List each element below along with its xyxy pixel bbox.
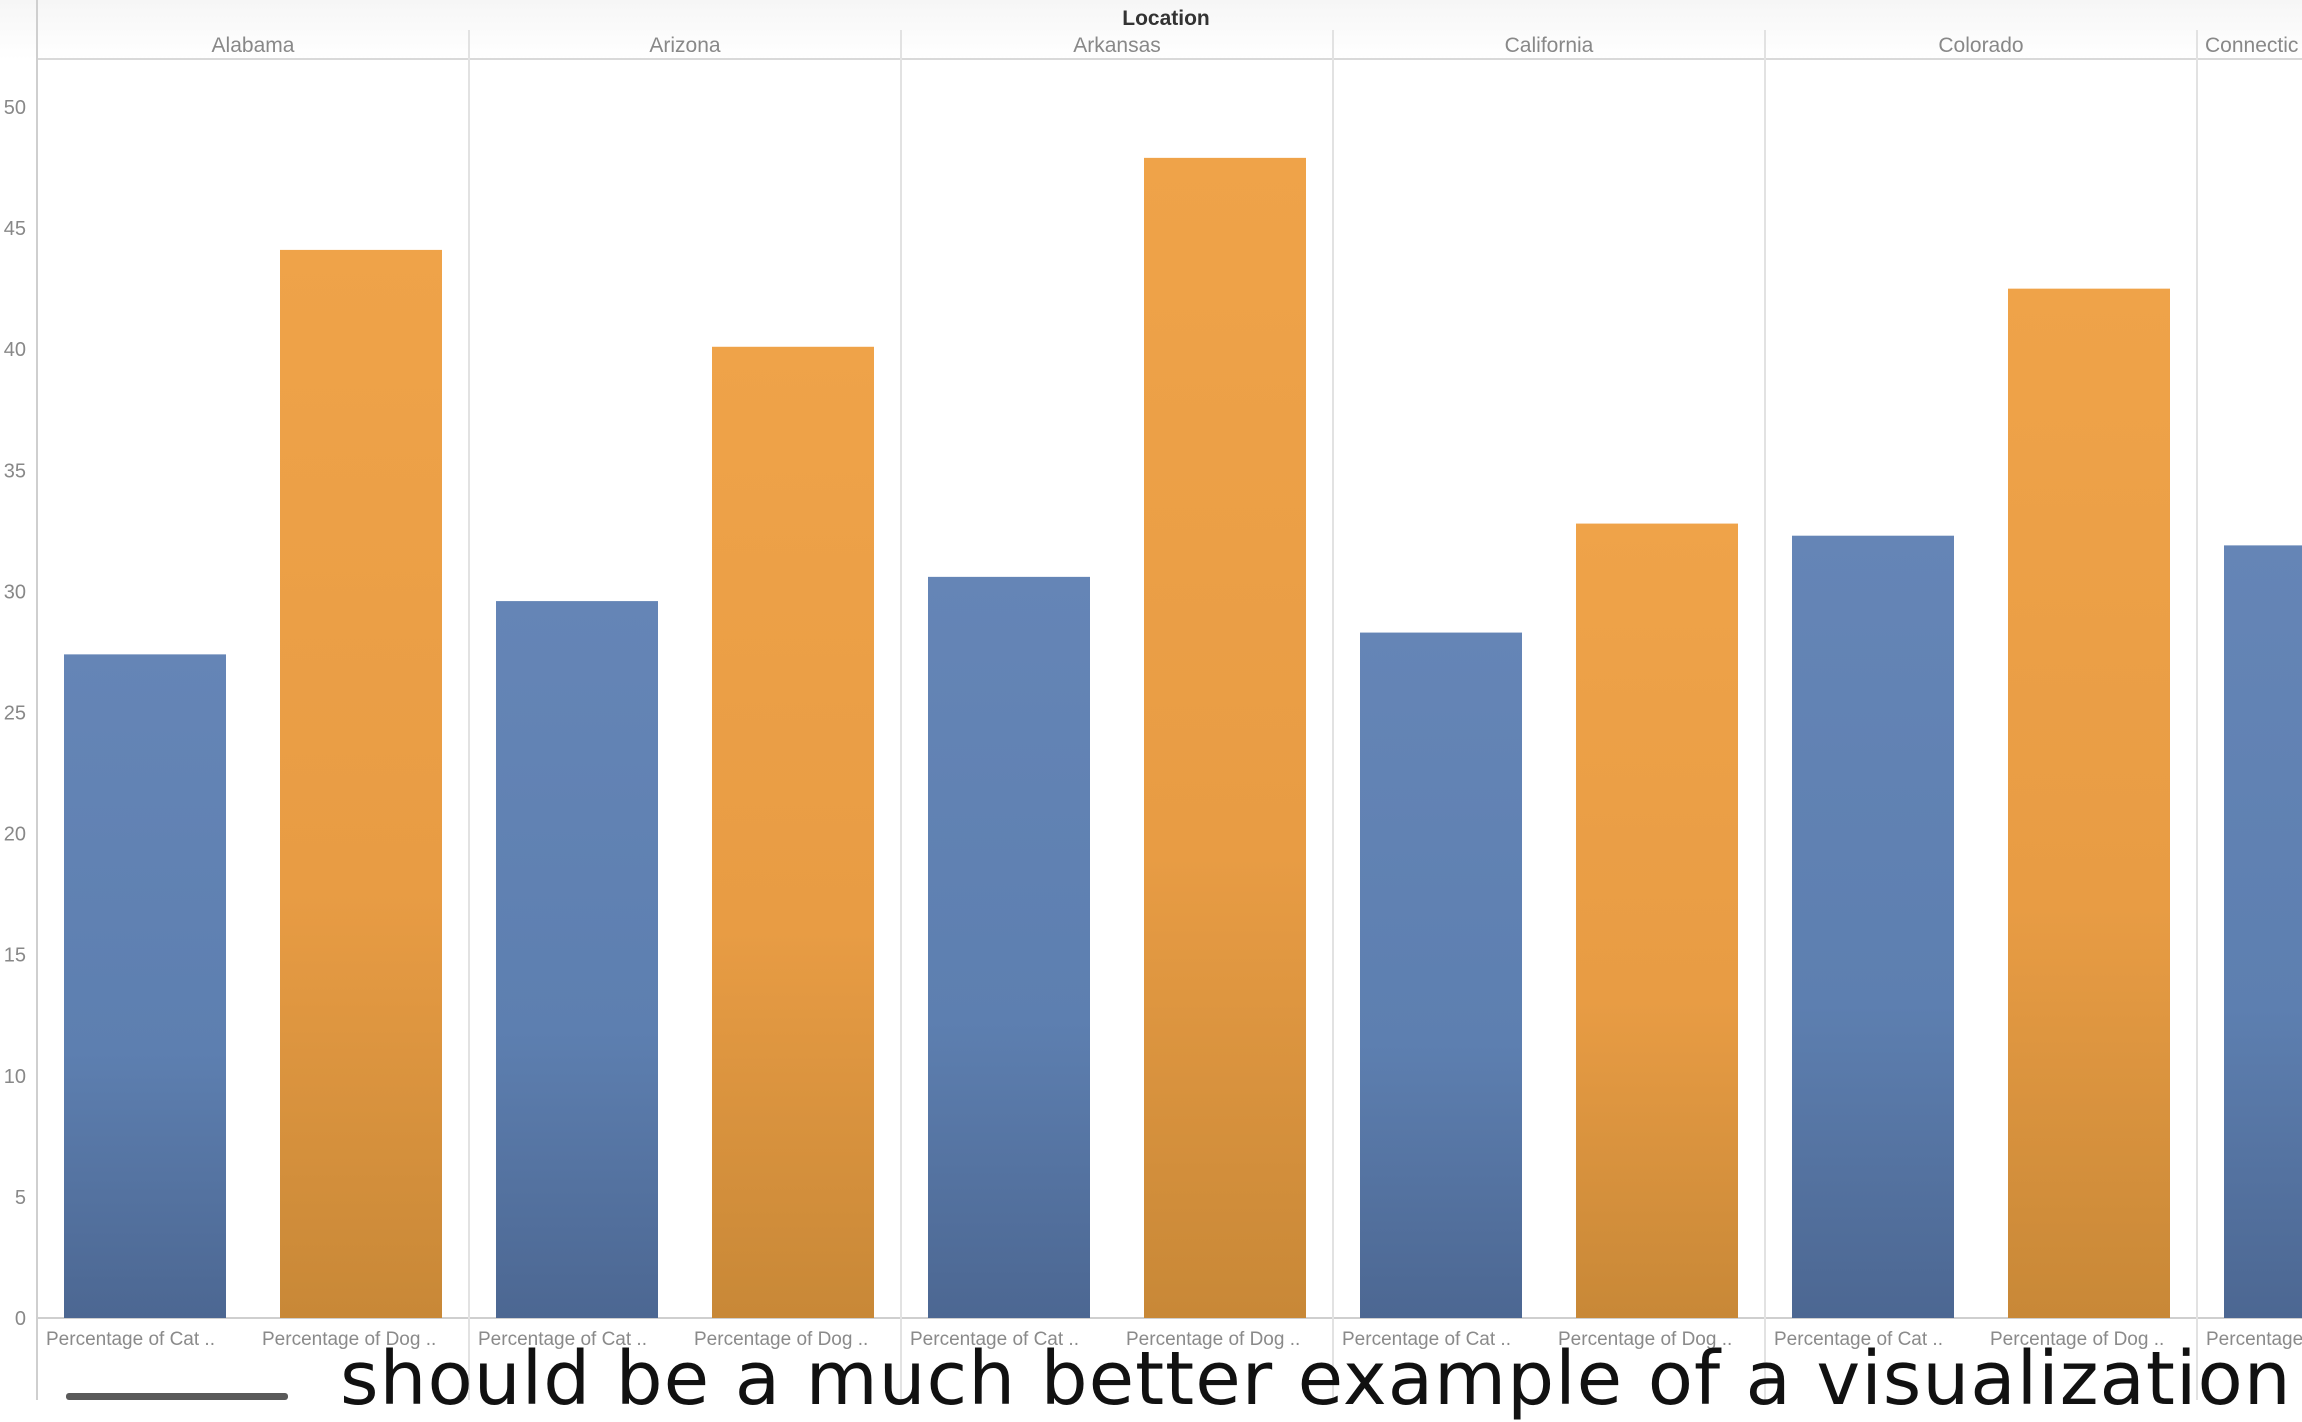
category-header: Connectic bbox=[2205, 34, 2298, 57]
bar-california-dog[interactable] bbox=[1576, 523, 1738, 1318]
horizontal-scrollbar[interactable] bbox=[66, 1393, 288, 1400]
bar-california-cat[interactable] bbox=[1360, 632, 1522, 1318]
header-band bbox=[0, 0, 2302, 60]
bar-arkansas-cat[interactable] bbox=[928, 576, 1090, 1318]
y-tick-label: 15 bbox=[4, 945, 26, 967]
bar-axis-label: Percentage of Dog .. bbox=[1126, 1329, 1300, 1350]
bar-axis-label: Percentage of Dog .. bbox=[694, 1329, 868, 1350]
bar-alabama-cat[interactable] bbox=[64, 654, 226, 1318]
y-tick-label: 25 bbox=[4, 703, 26, 725]
category-header: Arkansas bbox=[1073, 34, 1161, 57]
bar-arkansas-dog[interactable] bbox=[1144, 157, 1306, 1318]
bar-arizona-cat[interactable] bbox=[496, 601, 658, 1318]
y-tick-label: 35 bbox=[4, 460, 26, 482]
y-tick-label: 45 bbox=[4, 218, 26, 240]
bar-colorado-cat[interactable] bbox=[1792, 535, 1954, 1318]
bar-alabama-dog[interactable] bbox=[280, 249, 442, 1319]
bar-axis-label: Percentage of Dog .. bbox=[262, 1329, 436, 1350]
bar-axis-label: Percentage of Cat .. bbox=[2206, 1329, 2302, 1350]
chart-title: Location bbox=[1122, 7, 1210, 30]
video-caption: should be a much better example of a vis… bbox=[340, 1336, 2292, 1422]
bar-axis-label: Percentage of Cat .. bbox=[1342, 1329, 1511, 1350]
category-header: Colorado bbox=[1938, 34, 2023, 57]
bar-axis-label: Percentage of Cat .. bbox=[46, 1329, 215, 1350]
y-tick-label: 10 bbox=[4, 1066, 26, 1088]
category-header: California bbox=[1505, 34, 1594, 57]
y-tick-label: 30 bbox=[4, 581, 26, 603]
bar-axis-label: Percentage of Dog .. bbox=[1558, 1329, 1732, 1350]
y-tick-label: 0 bbox=[15, 1308, 26, 1330]
bar-axis-label: Percentage of Cat .. bbox=[478, 1329, 647, 1350]
y-tick-label: 40 bbox=[4, 339, 26, 361]
category-header: Alabama bbox=[212, 34, 295, 57]
bar-arizona-dog[interactable] bbox=[712, 346, 874, 1318]
bar-axis-label: Percentage of Dog .. bbox=[1990, 1329, 2164, 1350]
y-tick-label: 20 bbox=[4, 824, 26, 846]
bar-axis-label: Percentage of Cat .. bbox=[910, 1329, 1079, 1350]
bar-axis-label: Percentage of Cat .. bbox=[1774, 1329, 1943, 1350]
category-header: Arizona bbox=[649, 34, 721, 57]
bar-colorado-dog[interactable] bbox=[2008, 288, 2170, 1318]
y-tick-label: 50 bbox=[4, 97, 26, 119]
bar-connectic-cat[interactable] bbox=[2224, 545, 2302, 1318]
y-tick-label: 5 bbox=[15, 1187, 26, 1209]
